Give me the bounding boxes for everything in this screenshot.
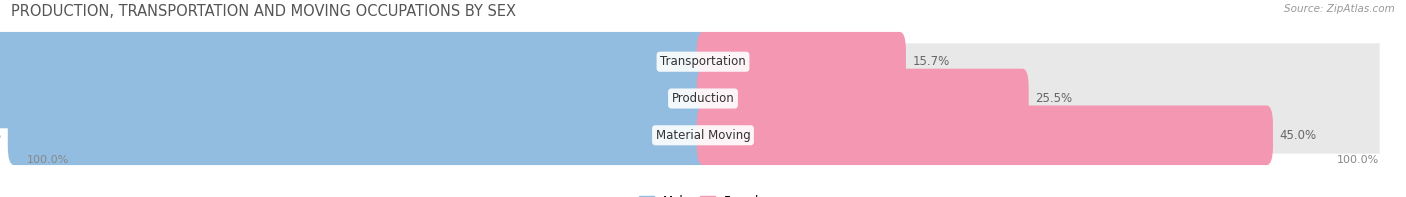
FancyBboxPatch shape [27, 80, 1379, 117]
Text: Source: ZipAtlas.com: Source: ZipAtlas.com [1284, 4, 1395, 14]
FancyBboxPatch shape [27, 43, 1379, 80]
Text: 15.7%: 15.7% [912, 55, 949, 68]
Text: PRODUCTION, TRANSPORTATION AND MOVING OCCUPATIONS BY SEX: PRODUCTION, TRANSPORTATION AND MOVING OC… [11, 4, 516, 19]
Text: 25.5%: 25.5% [1035, 92, 1071, 105]
Text: Material Moving: Material Moving [655, 129, 751, 142]
Text: 100.0%: 100.0% [1337, 155, 1379, 165]
Text: 55.0%: 55.0% [0, 129, 1, 142]
FancyBboxPatch shape [27, 117, 1379, 154]
Legend: Male, Female: Male, Female [640, 195, 766, 197]
FancyBboxPatch shape [697, 105, 1272, 165]
Text: 45.0%: 45.0% [1279, 129, 1316, 142]
Text: Production: Production [672, 92, 734, 105]
FancyBboxPatch shape [697, 32, 905, 92]
Text: Transportation: Transportation [661, 55, 745, 68]
FancyBboxPatch shape [697, 69, 1029, 128]
FancyBboxPatch shape [8, 105, 709, 165]
Text: 100.0%: 100.0% [27, 155, 69, 165]
FancyBboxPatch shape [0, 69, 709, 128]
FancyBboxPatch shape [0, 32, 709, 92]
